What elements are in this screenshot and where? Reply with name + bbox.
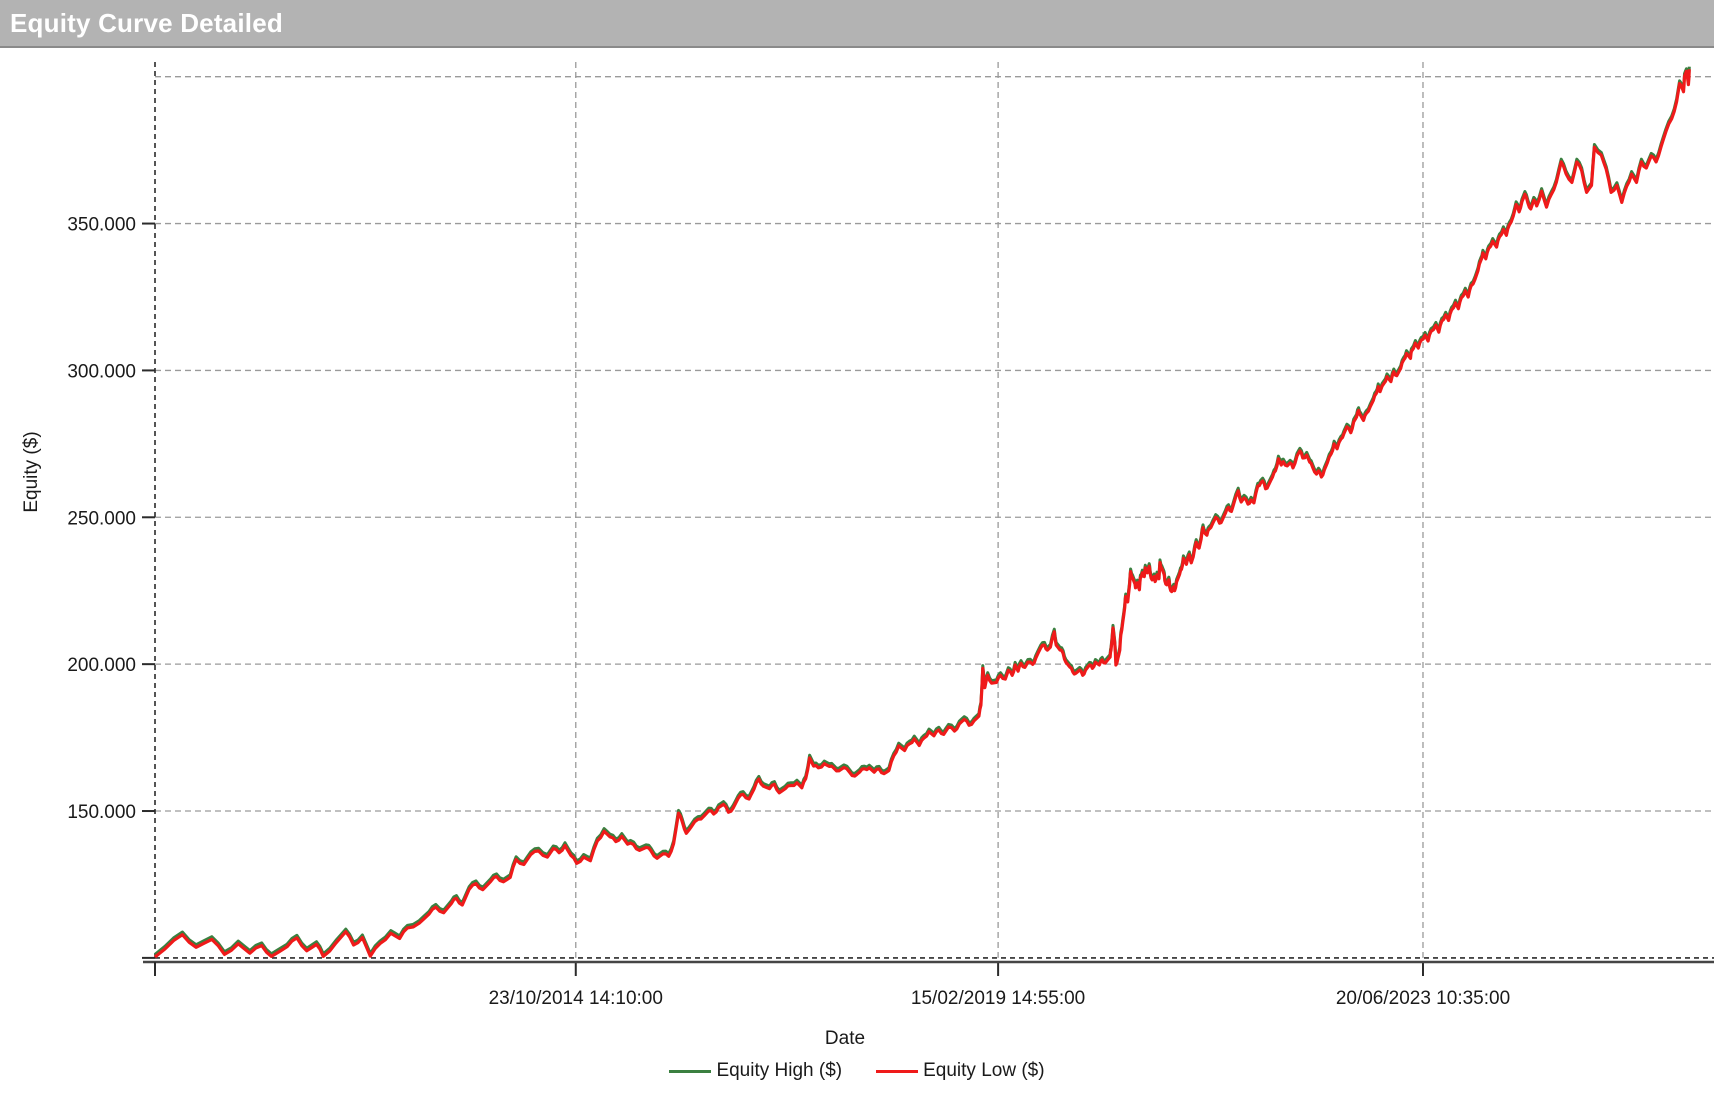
equity-low-line-swatch [876,1069,919,1073]
y-axis-title: Equity ($) [21,431,42,513]
equity-curve-chart: 150.000 200.000 250.000 300.000 350.000 23/10… [0,48,1714,1096]
y-tick-label: 150.000 [67,802,136,823]
legend-item-equity-low: Equity Low ($) [876,1060,1045,1082]
page-title: Equity Curve Detailed [10,7,283,38]
legend-label-equity-low: Equity Low ($) [923,1060,1045,1081]
x-tick-label: 15/02/2019 14:55:00 [911,988,1085,1009]
y-tick-label: 200.000 [67,655,136,676]
legend-label-equity-high: Equity High ($) [716,1060,843,1081]
plot-canvas[interactable]: 150.000 200.000 250.000 300.000 350.000 23/10… [0,48,1714,1096]
x-axis-title: Date [824,1028,866,1049]
y-tick-label: 350.000 [67,215,136,236]
x-tick-label: 20/06/2023 10:35:00 [1336,988,1510,1009]
y-tick-label: 250.000 [67,508,136,529]
equity-low-line [153,69,1691,959]
equity-high-line-swatch [669,1069,712,1073]
y-tick-label: 300.000 [67,361,136,382]
x-tick-label: 23/10/2014 14:10:00 [489,988,663,1009]
equity-high-line [154,66,1691,956]
window-title-bar: Equity Curve Detailed [0,0,1714,48]
legend-item-equity-high: Equity High ($) [669,1060,842,1082]
legend: Equity High ($) Equity Low ($) [0,1060,1714,1082]
